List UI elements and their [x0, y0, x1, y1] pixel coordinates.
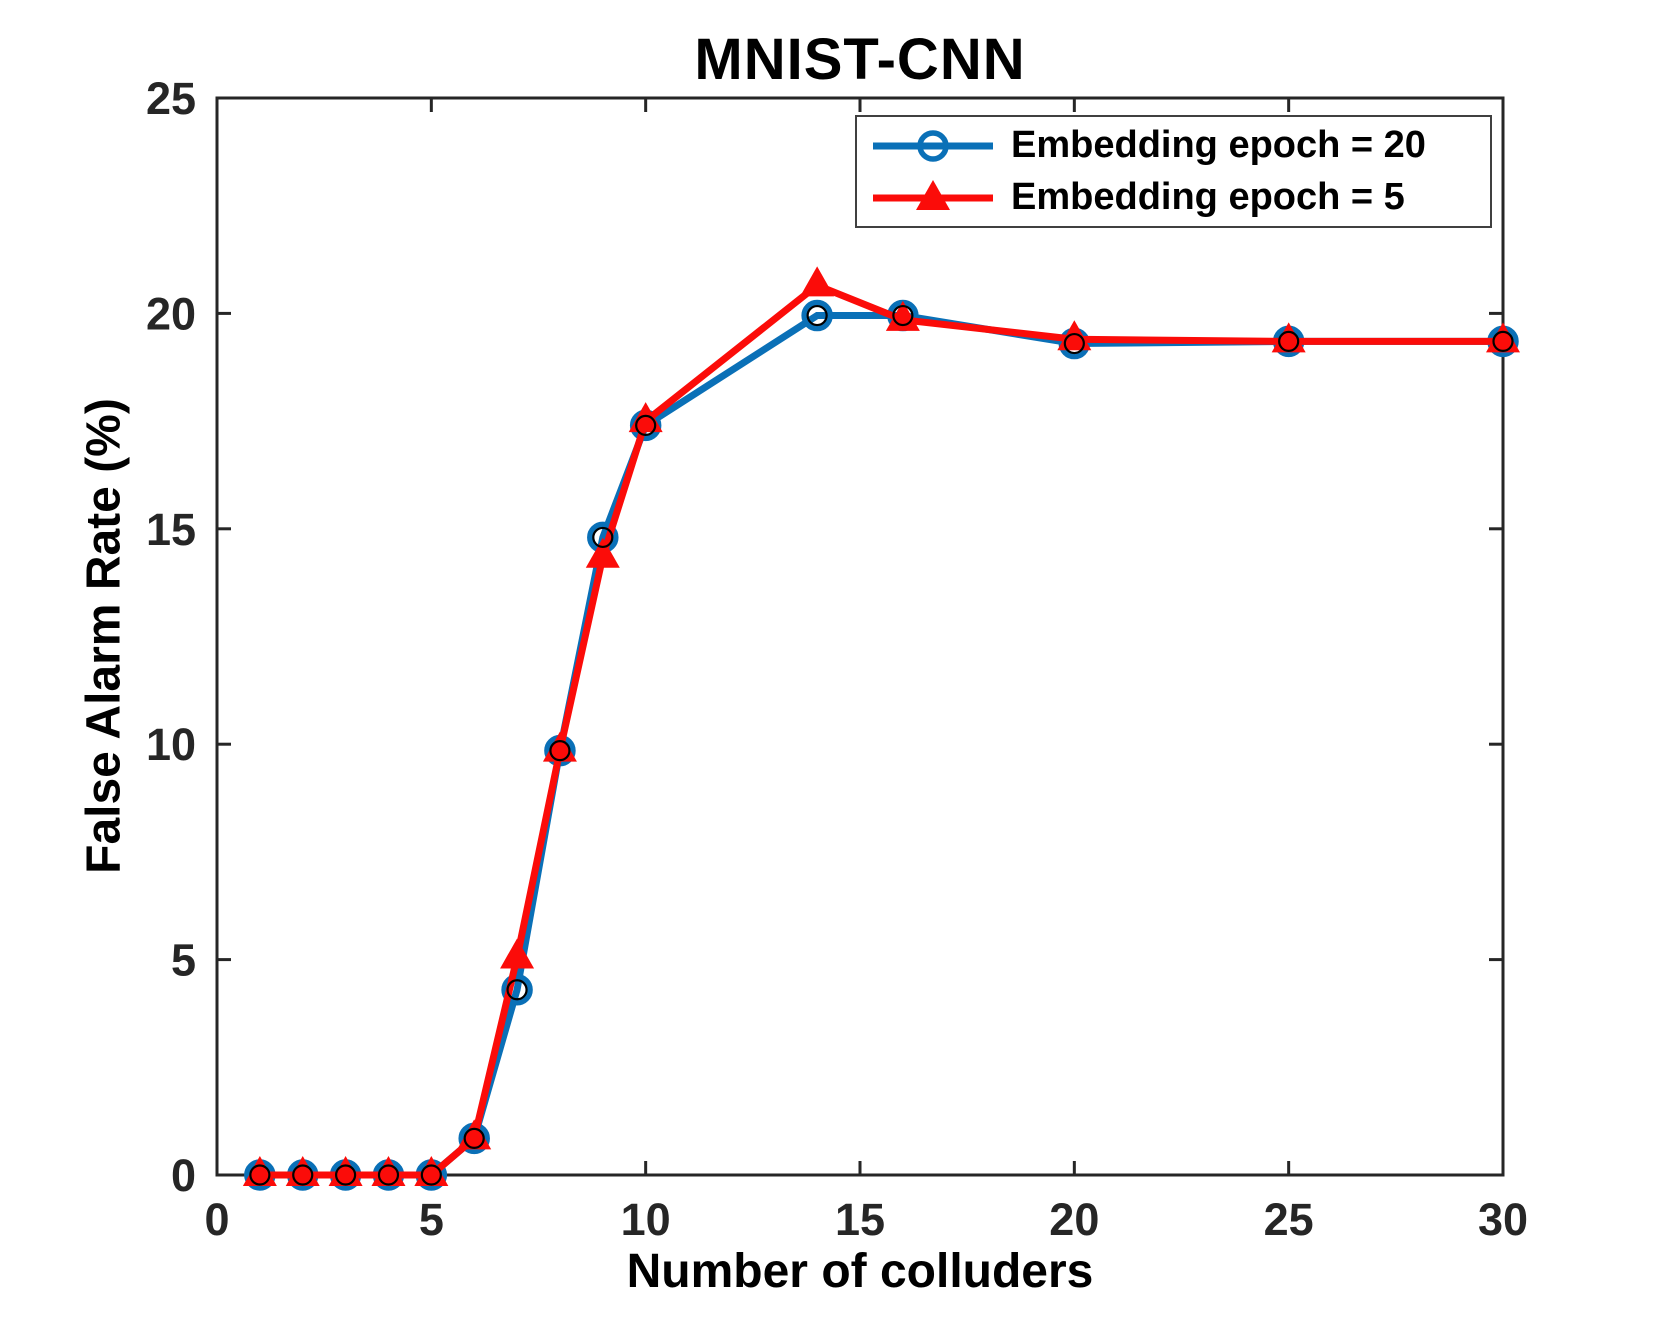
x-tick-label: 25: [1264, 1194, 1314, 1245]
data-point-triangle-epoch-5: [885, 300, 920, 331]
y-tick-label: 5: [171, 935, 196, 986]
x-axis-label: Number of colluders: [626, 1245, 1094, 1298]
legend-sample-triangle: [873, 179, 993, 210]
legend-item-epoch-5: Embedding epoch = 5: [857, 172, 1490, 224]
x-tick-label: 30: [1478, 1194, 1528, 1245]
legend: Embedding epoch = 20 Embedding epoch = 5: [855, 115, 1492, 228]
data-point-triangle-epoch-5: [500, 938, 535, 969]
data-point-inner-ring: [806, 304, 828, 327]
x-tick-label: 5: [419, 1194, 444, 1245]
data-point-triangle-epoch-5: [585, 537, 620, 568]
data-point-inner-ring: [549, 740, 571, 762]
data-point-inner-ring: [592, 526, 614, 549]
y-tick-label: 10: [146, 719, 196, 770]
x-tick-label: 15: [835, 1194, 885, 1245]
data-point-inner-ring: [892, 304, 914, 327]
x-tick-label: 0: [204, 1194, 229, 1245]
data-point-inner-ring: [292, 1164, 314, 1186]
axes-box: [215, 96, 1505, 1177]
y-tick-label: 25: [146, 73, 196, 124]
data-point-inner-ring: [1278, 330, 1300, 353]
legend-sample-circle: [873, 129, 993, 162]
y-axis-label: False Alarm Rate (%): [77, 398, 131, 874]
legend-label-epoch-20: Embedding epoch = 20: [1011, 124, 1426, 166]
data-point-circle-epoch-20: [801, 299, 833, 332]
data-point-inner-ring: [420, 1164, 442, 1186]
legend-item-epoch-20: Embedding epoch = 20: [857, 120, 1490, 172]
y-tick-label: 20: [146, 288, 196, 339]
data-point-triangle-epoch-5: [800, 266, 835, 297]
data-point-inner-ring: [1492, 330, 1514, 353]
y-tick-label: 0: [171, 1150, 196, 1201]
data-point-inner-ring: [635, 414, 657, 437]
legend-label-epoch-5: Embedding epoch = 5: [1011, 176, 1405, 218]
data-point-inner-ring: [377, 1164, 400, 1186]
triangle-marker-icon: [916, 179, 950, 210]
data-point-circle-epoch-20: [501, 974, 533, 1006]
circle-marker-icon: [917, 129, 949, 162]
data-point-inner-ring: [463, 1127, 485, 1149]
data-point-inner-ring: [506, 979, 528, 1001]
y-tick-label: 15: [146, 504, 196, 555]
data-point-inner-ring: [249, 1164, 271, 1186]
data-point-inner-ring: [335, 1164, 357, 1186]
x-tick-label: 10: [621, 1194, 671, 1245]
data-point-inner-ring: [1063, 332, 1085, 355]
chart-title: MNIST-CNN: [694, 27, 1026, 92]
x-tick-label: 20: [1049, 1194, 1099, 1245]
